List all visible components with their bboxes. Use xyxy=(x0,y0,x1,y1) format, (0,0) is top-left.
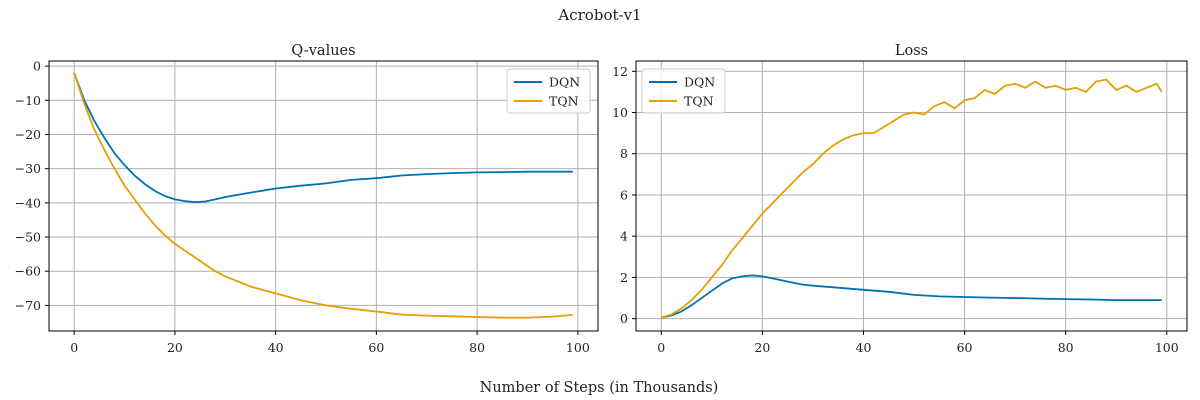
y-tick-label: 12 xyxy=(612,64,628,79)
panel-title: Q-values xyxy=(291,43,355,59)
x-tick-label: 60 xyxy=(957,340,973,355)
x-tick-label: 20 xyxy=(754,340,770,355)
x-tick-label: 20 xyxy=(167,340,183,355)
figure-suptitle: Acrobot-v1 xyxy=(557,6,641,24)
y-tick-label: 4 xyxy=(620,229,628,244)
x-tick-label: 40 xyxy=(856,340,872,355)
y-tick-label: 10 xyxy=(612,105,628,120)
legend: DQN TQN xyxy=(641,68,726,114)
series-line-tqn xyxy=(661,78,1163,319)
x-tick-label: 0 xyxy=(657,340,665,355)
legend-label-dqn: DQN xyxy=(549,75,580,90)
series-line-tqn xyxy=(73,72,573,319)
x-tick-label: 40 xyxy=(268,340,284,355)
y-tick-label: −20 xyxy=(15,127,41,142)
legend-label-dqn: DQN xyxy=(684,75,715,90)
y-tick-label: 0 xyxy=(33,59,41,74)
legend-label-tqn: TQN xyxy=(684,94,714,109)
loss-panel: Loss 0 20 40 60 80 100 0 2 4 6 8 10 12 DQN TQN xyxy=(612,43,1188,355)
y-tick-label: 8 xyxy=(620,146,628,161)
x-tick-label: 0 xyxy=(70,340,78,355)
axes-frame xyxy=(635,60,1188,332)
series-line-dqn xyxy=(661,274,1162,319)
legend-label-tqn: TQN xyxy=(549,94,579,109)
figure-xlabel: Number of Steps (in Thousands) xyxy=(480,380,719,396)
x-tick-label: 80 xyxy=(1058,340,1074,355)
y-tick-label: −70 xyxy=(15,298,41,313)
panel-title: Loss xyxy=(895,43,928,59)
y-tick-label: 2 xyxy=(620,270,628,285)
x-tick-label: 60 xyxy=(368,340,384,355)
y-tick-label: −30 xyxy=(15,161,41,176)
y-tick-label: −40 xyxy=(15,195,41,210)
x-tick-label: 80 xyxy=(469,340,485,355)
y-tick-label: −10 xyxy=(15,93,41,108)
x-tick-label: 100 xyxy=(1155,340,1179,355)
y-tick-label: 0 xyxy=(620,311,628,326)
y-tick-label: −60 xyxy=(15,264,41,279)
q-values-panel: Q-values 0 20 40 60 80 100 0 −10 −20 −30 −40 −50 −60 −… xyxy=(15,43,599,355)
series-line-dqn xyxy=(73,72,573,204)
y-tick-label: −50 xyxy=(15,230,41,245)
x-tick-label: 100 xyxy=(566,340,590,355)
legend: DQN TQN xyxy=(506,68,591,114)
y-tick-label: 6 xyxy=(620,187,628,202)
axes-frame xyxy=(48,60,599,332)
